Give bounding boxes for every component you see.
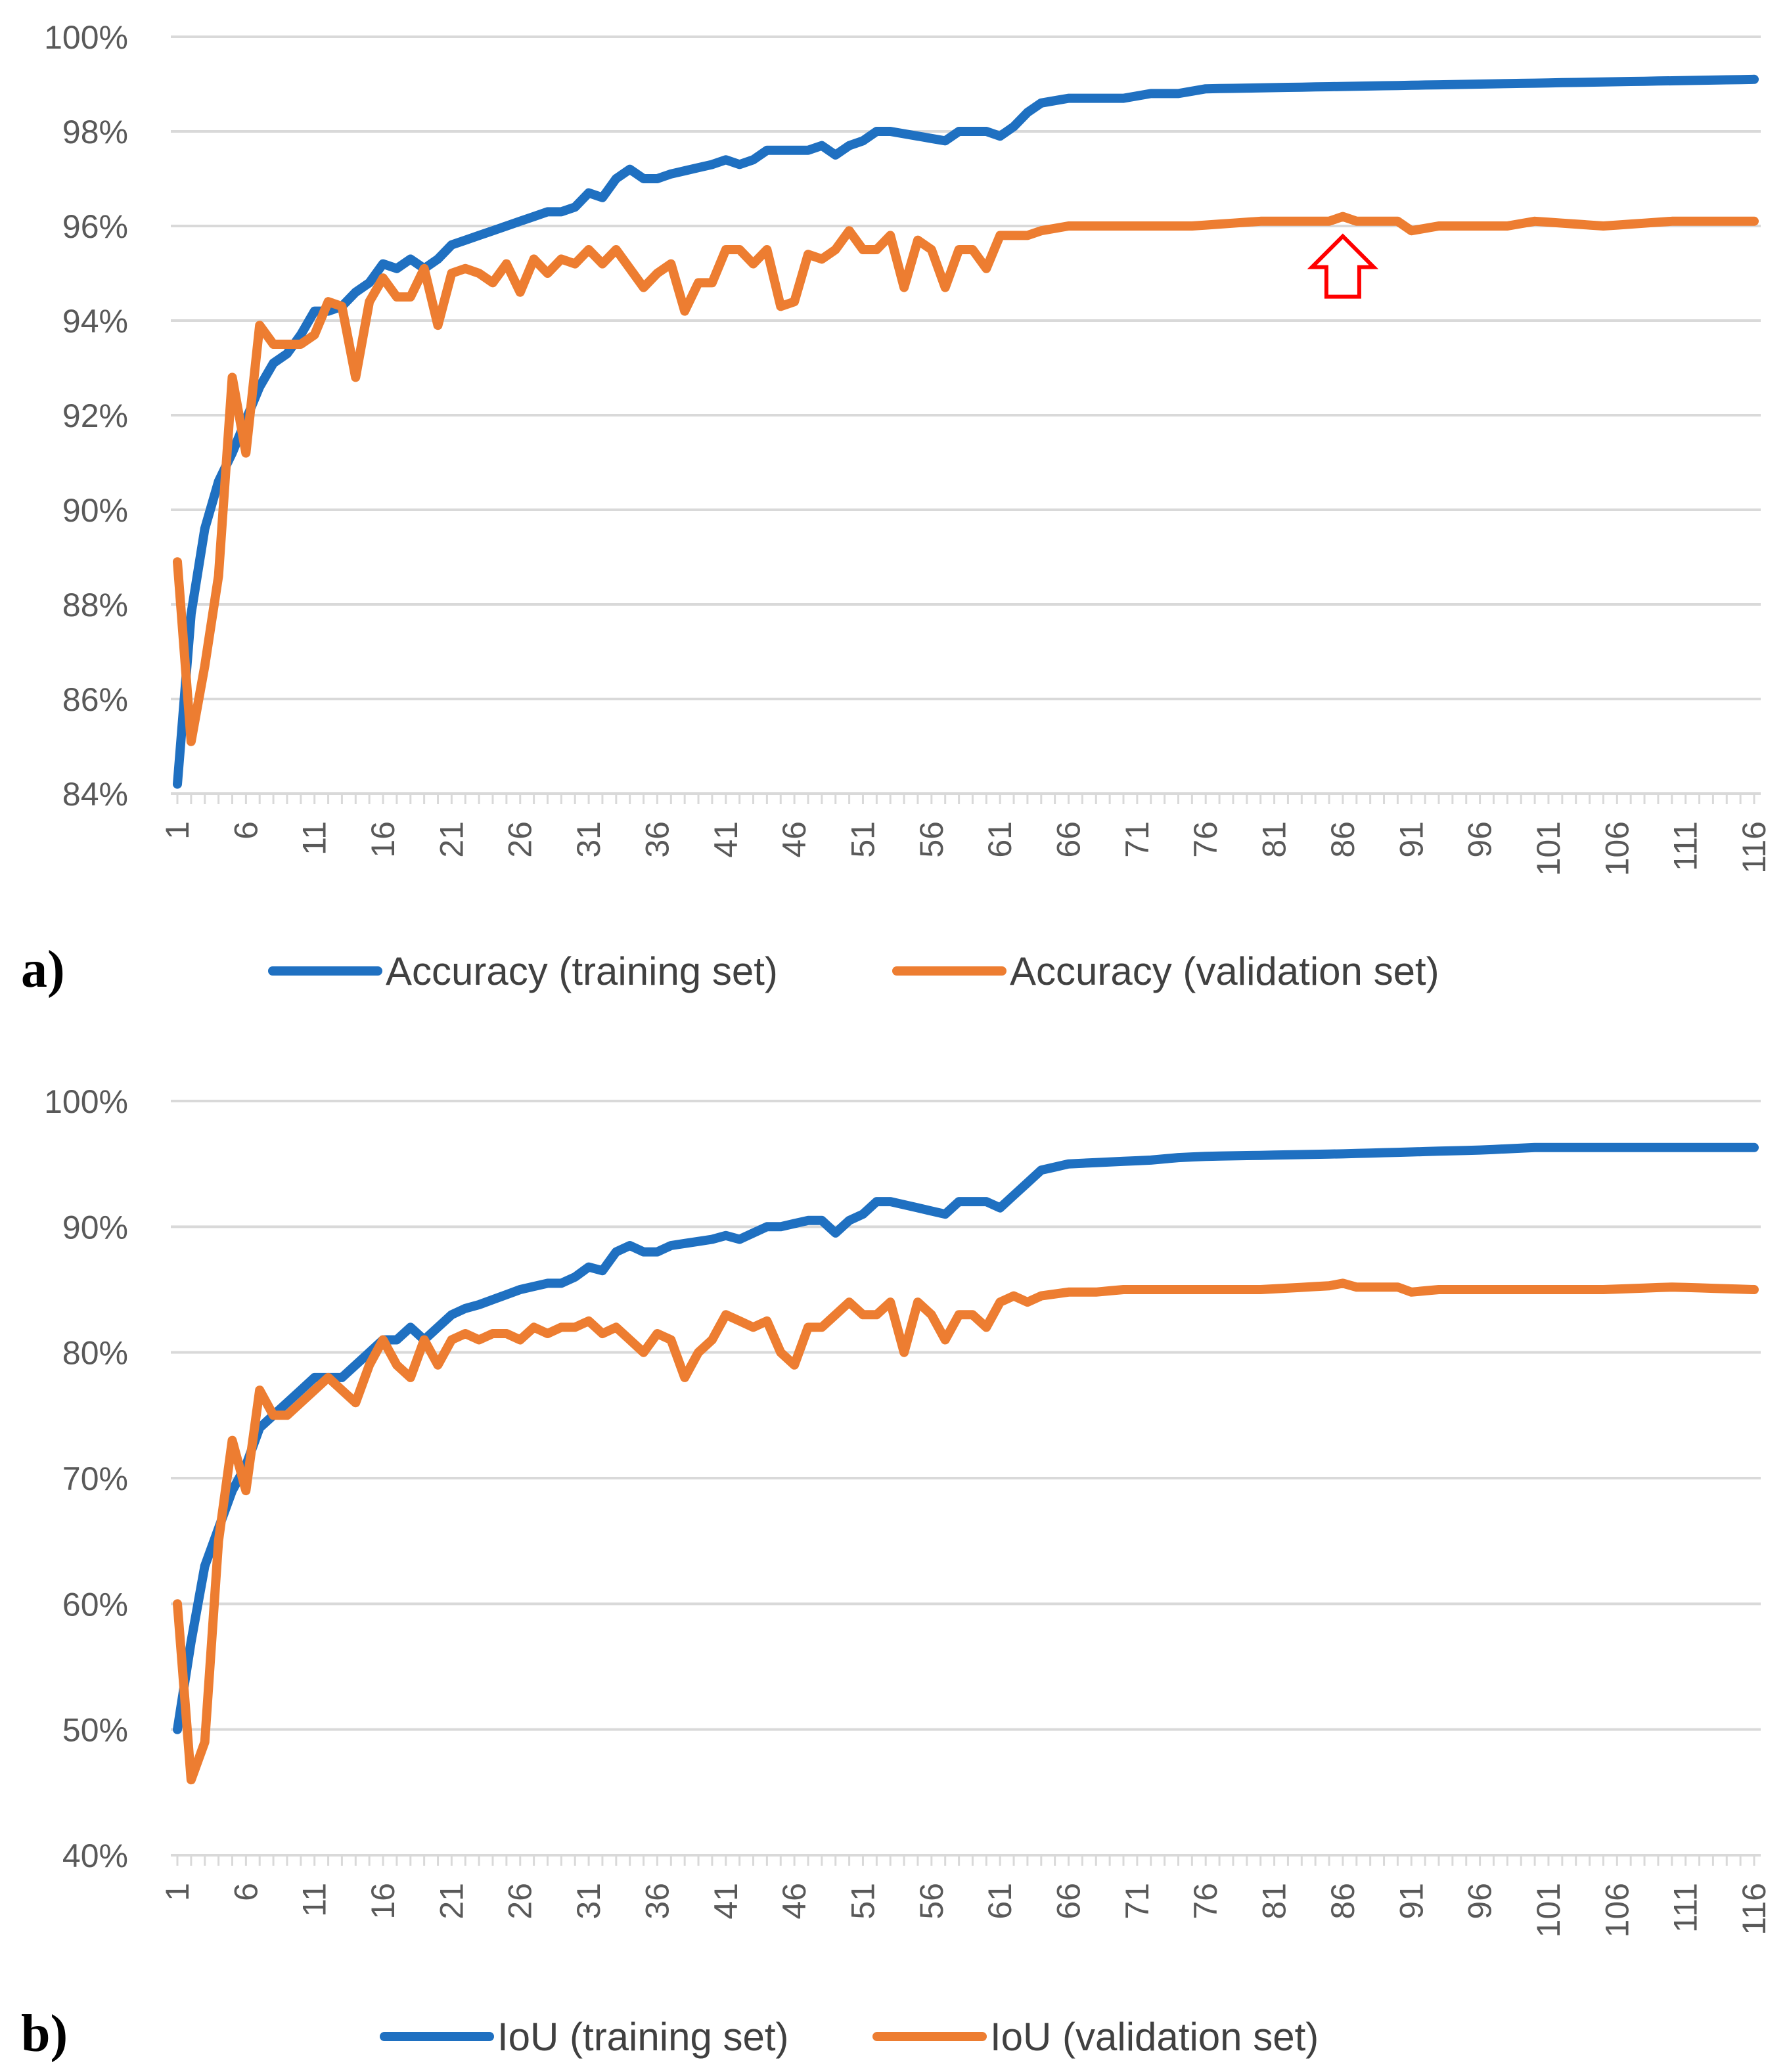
chart1-x-tick-label: 61 (982, 1883, 1018, 1920)
chart1-x-tick-label: 86 (1324, 1883, 1361, 1920)
chart1-y-tick-label: 60% (62, 1586, 128, 1623)
chart0-x-tick-label: 111 (1667, 821, 1704, 871)
chart1-y-tick-label: 70% (62, 1460, 128, 1497)
chart0-x-tick-label: 1 (159, 821, 196, 840)
chart0-x-tick-label: 56 (913, 821, 950, 858)
chart0-x-tick-label: 36 (639, 821, 675, 858)
chart1-x-tick-label: 81 (1256, 1883, 1293, 1920)
chart0-y-tick-label: 100% (44, 19, 128, 56)
chart0-x-tick-label: 21 (433, 821, 470, 858)
chart0-x-tick-label: 61 (982, 821, 1018, 858)
chart0-x-tick-label: 101 (1530, 821, 1567, 876)
chart0-legend-label: Accuracy (training set) (386, 949, 778, 993)
chart0-y-tick-label: 86% (62, 681, 128, 718)
chart1-x-tick-label: 101 (1530, 1883, 1567, 1937)
chart-panel-b: 40%50%60%70%80%90%100%1 6 11 16 21 26 31 36 41 46… (21, 1083, 1773, 2063)
chart1-x-tick-label: 96 (1462, 1883, 1499, 1920)
chart0-x-tick-label: 46 (776, 821, 813, 858)
chart1-legend-label: IoU (training set) (497, 2015, 789, 2059)
chart1-y-tick-label: 100% (44, 1083, 128, 1120)
chart1-legend-label: IoU (validation set) (990, 2015, 1319, 2059)
chart1-y-tick-label: 90% (62, 1209, 128, 1246)
chart0-x-tick-label: 6 (227, 821, 264, 840)
chart1-y-tick-label: 80% (62, 1335, 128, 1372)
chart1-x-tick-label: 1 (159, 1883, 196, 1901)
chart1-x-tick-label: 76 (1187, 1883, 1224, 1920)
chart1-x-tick-label: 11 (296, 1883, 333, 1917)
chart1-panel-label: b) (21, 2005, 68, 2063)
chart1-x-tick-label: 71 (1119, 1883, 1156, 1920)
chart1-x-tick-label: 56 (913, 1883, 950, 1920)
chart0-x-tick-label: 96 (1462, 821, 1499, 858)
chart0-x-tick-label: 116 (1736, 821, 1773, 874)
chart0-annotation-arrow (1307, 233, 1379, 299)
chart1-y-tick-label: 50% (62, 1712, 128, 1749)
chart1-y-tick-label: 40% (62, 1837, 128, 1874)
chart0-x-tick-label: 41 (708, 821, 744, 858)
chart1-x-tick-label: 36 (639, 1883, 675, 1920)
chart1-x-tick-label: 116 (1736, 1883, 1773, 1935)
chart0-y-tick-label: 94% (62, 303, 128, 340)
chart1-x-tick-label: 51 (844, 1883, 881, 1920)
chart1-x-tick-label: 21 (433, 1883, 470, 1920)
chart0-y-tick-label: 92% (62, 397, 128, 434)
chart0-y-tick-label: 84% (62, 776, 128, 813)
chart0-x-tick-label: 91 (1393, 821, 1430, 858)
chart1-x-tick-label: 106 (1598, 1883, 1635, 1937)
chart1-x-tick-label: 6 (227, 1883, 264, 1901)
chart-panel-a: 84%86%88%90%92%94%96%98%100%1 6 11 16 21 26 31… (21, 19, 1773, 999)
chart0-x-tick-label: 71 (1119, 821, 1156, 858)
chart1-x-tick-label: 16 (365, 1883, 401, 1920)
chart0-x-tick-label: 76 (1187, 821, 1224, 858)
chart0-y-tick-label: 98% (62, 114, 128, 150)
chart0-x-tick-label: 51 (844, 821, 881, 858)
chart0-y-tick-label: 90% (62, 492, 128, 529)
chart0-x-tick-label: 66 (1051, 821, 1087, 858)
chart0-y-tick-label: 96% (62, 208, 128, 245)
chart0-x-tick-label: 16 (365, 821, 401, 858)
chart0-series-line-validation (173, 212, 1759, 746)
chart1-series-line-validation (173, 1278, 1759, 1785)
chart1-x-tick-label: 111 (1667, 1883, 1704, 1933)
chart1-x-tick-label: 26 (502, 1883, 539, 1920)
chart1-series-line-training (173, 1142, 1759, 1734)
chart0-series-line-training (173, 74, 1759, 789)
chart0-x-tick-label: 26 (502, 821, 539, 858)
chart0-x-tick-label: 81 (1256, 821, 1293, 858)
chart0-x-tick-label: 11 (296, 821, 333, 855)
chart0-x-tick-label: 86 (1324, 821, 1361, 858)
chart0-x-tick-label: 106 (1598, 821, 1635, 876)
chart0-x-tick-label: 31 (570, 821, 607, 858)
chart1-x-tick-label: 66 (1051, 1883, 1087, 1920)
chart0-panel-label: a) (21, 941, 65, 999)
chart1-x-tick-label: 46 (776, 1883, 813, 1920)
chart1-x-tick-label: 31 (570, 1883, 607, 1920)
chart1-x-tick-label: 41 (708, 1883, 744, 1920)
chart1-x-tick-label: 91 (1393, 1883, 1430, 1920)
chart0-legend-label: Accuracy (validation set) (1010, 949, 1439, 993)
chart0-y-tick-label: 88% (62, 587, 128, 623)
